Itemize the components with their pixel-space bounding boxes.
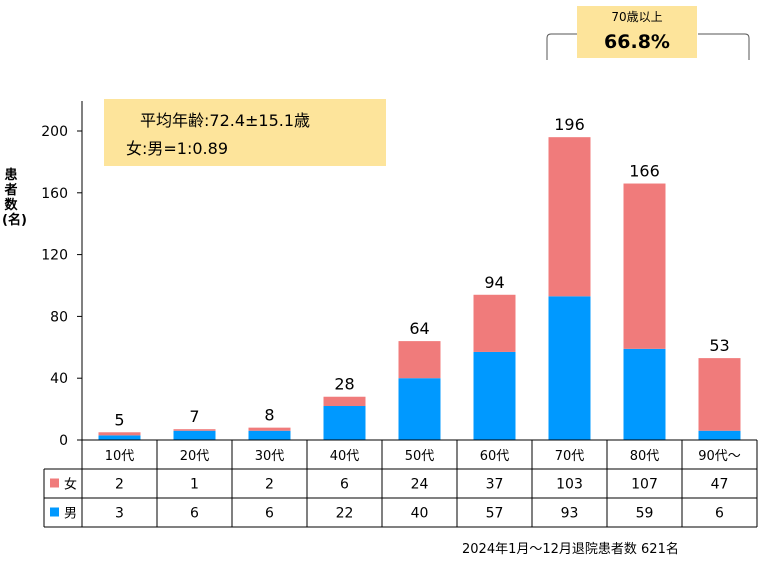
total-label: 94 (484, 273, 504, 292)
bar-male (323, 406, 366, 440)
y-tick-label: 120 (41, 248, 68, 264)
category-label: 50代 (405, 449, 435, 464)
bar-male (173, 430, 216, 440)
y-axis-label: 患者数(名) (2, 168, 27, 228)
table-cell: 6 (340, 477, 349, 493)
total-label: 196 (554, 115, 585, 134)
table-cell: 103 (556, 477, 583, 493)
y-tick-label: 160 (41, 186, 68, 202)
table-cell: 3 (115, 506, 124, 522)
bar-female (248, 427, 291, 431)
table-cell: 37 (486, 477, 504, 493)
category-label: 60代 (480, 449, 510, 464)
total-label: 28 (334, 375, 354, 394)
total-label: 53 (709, 336, 729, 355)
bar-male (398, 378, 441, 440)
bar-female (548, 137, 591, 297)
category-label: 30代 (255, 449, 285, 464)
bar-female (173, 429, 216, 431)
category-label: 70代 (555, 449, 585, 464)
bar-male (248, 430, 291, 440)
bar-female (623, 183, 666, 349)
category-label: 20代 (180, 449, 210, 464)
category-label: 90代〜 (698, 449, 741, 464)
bar-male (623, 348, 666, 440)
footer-note: 2024年1月〜12月退院患者数 621名 (462, 542, 679, 557)
category-label: 10代 (105, 449, 135, 464)
total-label: 5 (114, 410, 124, 429)
bar-male (548, 296, 591, 440)
table-cell: 93 (561, 506, 579, 522)
table-cell: 2 (115, 477, 124, 493)
y-tick-label: 80 (50, 309, 68, 325)
total-label: 7 (189, 407, 199, 426)
table-cell: 6 (190, 506, 199, 522)
average-age-box: 平均年齢:72.4±15.1歳 女:男=1:0.89 (104, 99, 386, 166)
total-label: 64 (409, 319, 429, 338)
table-cell: 59 (636, 506, 654, 522)
sex-ratio-text: 女:男=1:0.89 (126, 139, 228, 158)
legend-swatch (50, 507, 59, 517)
table-cell: 1 (190, 477, 199, 493)
age-70-plus-callout: 70歳以上 66.8% (577, 6, 697, 58)
category-label: 80代 (630, 449, 660, 464)
category-label: 40代 (330, 449, 360, 464)
bar-female (698, 358, 741, 431)
bar-female (398, 341, 441, 379)
table-cell: 6 (265, 506, 274, 522)
table-cell: 40 (411, 506, 429, 522)
bar-female (323, 396, 366, 407)
y-tick-label: 40 (50, 371, 68, 387)
callout-value: 66.8% (604, 31, 670, 53)
average-age-text: 平均年齢:72.4±15.1歳 (140, 111, 311, 130)
legend-label: 男 (64, 507, 77, 522)
total-label: 166 (629, 162, 660, 181)
bar-female (473, 294, 516, 352)
callout-bracket (546, 33, 750, 60)
table-cell: 6 (715, 506, 724, 522)
table-cell: 2 (265, 477, 274, 493)
bar-male (98, 435, 141, 440)
callout-label: 70歳以上 (611, 10, 663, 24)
bar-male (473, 351, 516, 440)
table-cell: 22 (336, 506, 354, 522)
legend-swatch (50, 478, 59, 488)
table-cell: 24 (411, 477, 429, 493)
y-tick-label: 0 (59, 433, 68, 449)
table-cell: 107 (631, 477, 658, 493)
table-cell: 47 (711, 477, 729, 493)
bar-female (98, 432, 141, 436)
total-label: 8 (264, 406, 274, 425)
table-cell: 57 (486, 506, 504, 522)
y-tick-label: 200 (41, 124, 68, 140)
legend-label: 女 (64, 477, 77, 493)
bar-male (698, 430, 741, 440)
